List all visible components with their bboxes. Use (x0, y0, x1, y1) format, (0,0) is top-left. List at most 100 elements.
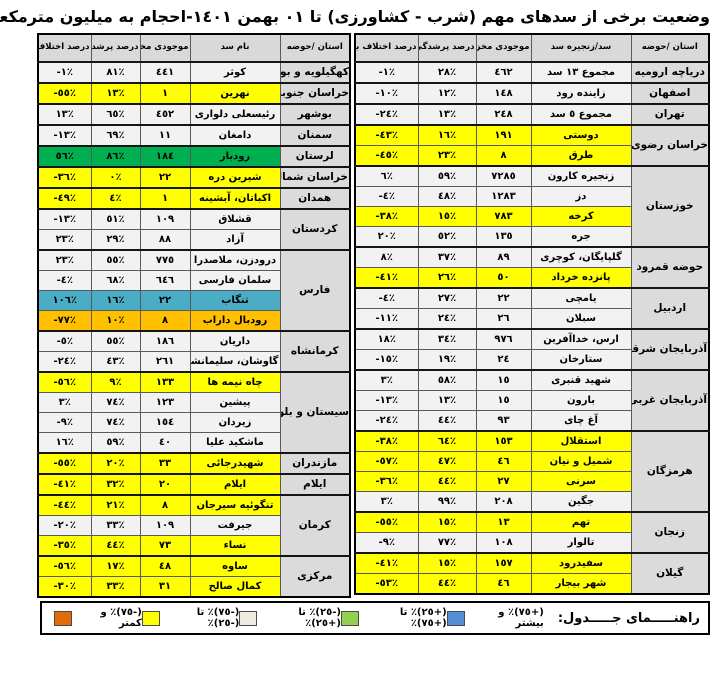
fill-percent-cell: ١٣٪ (417, 103, 477, 126)
fill-percent-cell: ٢٨٪ (417, 61, 477, 84)
diff-percent-cell: -١٠٪ (354, 82, 419, 105)
column-header: نام سد (189, 33, 281, 63)
dam-name-cell: رودبار (189, 145, 281, 168)
table-body: کهگیلویه و بویراحمدکوثر٤٤١٨١٪-١٪خراسان ج… (37, 61, 351, 598)
fill-percent-cell: ١٢٪ (417, 82, 477, 105)
dam-name-cell: شیرین دره (189, 166, 281, 189)
dam-name-cell: چاه نیمه ها (189, 371, 281, 393)
diff-percent-cell: -٥٥٪ (37, 82, 92, 105)
diff-percent-cell: -٤١٪ (354, 267, 419, 289)
diff-percent-cell: -٣٥٪ (37, 535, 92, 557)
dam-row: گاوشان، سلیمانشاه ٢٦١ ٤٣٪ -٢٤٪ (37, 351, 350, 373)
reservoir-stock-cell: ١١ (139, 124, 191, 147)
legend-swatch-blue (446, 610, 465, 626)
legend-items: (+٧٥)٪ و بیشتر (+٢٥)٪ تا (+٧٥)٪ (-٢٥)٪ تا … (50, 607, 558, 629)
reservoir-stock-cell: ٤٦ (475, 451, 532, 472)
province-cell: لرستان (279, 145, 351, 168)
dam-name-cell: تهم (530, 511, 632, 533)
reservoir-stock-cell: ١٥٤ (139, 412, 191, 433)
legend-item-white: (-٢٥)٪ تا (+٢٥)٪ (239, 607, 341, 629)
province-cell: هرمزگان (630, 430, 710, 513)
diff-percent-cell: -٥٦٪ (37, 555, 92, 577)
dam-row: نساء ٧٣ ٤٤٪ -٣٥٪ (37, 535, 350, 557)
diff-percent-cell: ١٨٪ (354, 328, 419, 350)
reservoir-stock-cell: ٣١ (139, 576, 191, 598)
fill-percent-cell: ٤٪ (90, 187, 141, 210)
dam-name-cell: دوستی (530, 124, 632, 146)
reservoir-stock-cell: ٨ (139, 310, 191, 332)
fill-percent-cell: ١٦٪ (90, 290, 141, 311)
dam-row: کردستان قشلاق ١٠٩ ٥١٪ -١٣٪ (37, 208, 351, 251)
fill-percent-cell: ١٥٪ (417, 552, 477, 574)
diff-percent-cell: -١٪ (37, 61, 92, 84)
dam-row: ایلام ایلام ٢٠ ٣٢٪ -٤١٪ (37, 473, 351, 496)
fill-percent-cell: ٨٦٪ (90, 145, 141, 168)
diff-percent-cell: ٢٠٪ (354, 226, 419, 248)
fill-percent-cell: ٢٤٪ (417, 308, 477, 330)
dam-row: آزاد ٨٨ ٢٩٪ ٢٣٪ (37, 229, 350, 251)
dam-row: مازندران شهیدرجائی ٣٣ ٢٠٪ -٥٥٪ (37, 452, 351, 475)
diff-percent-cell: -٤٪ (354, 186, 419, 207)
dam-name-cell: دامغان (189, 124, 281, 147)
reservoir-stock-cell: ١٨٦ (139, 330, 191, 352)
legend-item-label: (-٢٥)٪ تا (+٢٥)٪ (298, 607, 341, 629)
reservoir-stock-cell: ٢٠٨ (475, 491, 532, 513)
dam-row: فارس درودزن، ملاصدرا ٧٧٥ ٥٥٪ ٢٣٪ (37, 249, 351, 332)
reservoir-stock-cell: ١٥ (475, 369, 532, 391)
fill-percent-cell: ٥٢٪ (417, 226, 477, 248)
province-cell: آذربایجان شرقی (630, 328, 710, 371)
dam-name-cell: آغ چای (530, 410, 632, 432)
dam-name-cell: جیرفت (189, 515, 281, 536)
legend-swatch-green (340, 610, 359, 626)
fill-percent-cell: ٣٤٪ (417, 328, 477, 350)
dam-row: جره ١٣٥ ٥٢٪ ٢٠٪ (354, 226, 709, 248)
dam-row: کرمانشاه داریان ١٨٦ ٥٥٪ -٥٪ (37, 330, 351, 373)
dam-name-cell: شهید قنبری (530, 369, 632, 391)
diff-percent-cell: -٢٠٪ (37, 515, 92, 536)
legend-item-blue: (+٧٥)٪ و بیشتر (446, 607, 544, 629)
province-cell: آذربایجان غربی (630, 369, 710, 432)
reservoir-stock-cell: ٥٠ (475, 267, 532, 289)
dam-row: جیرفت ١٠٩ ٣٣٪ -٢٠٪ (37, 515, 350, 536)
province-cell: خراسان رضوی (630, 124, 710, 167)
dam-name-cell: کرخه (530, 206, 632, 227)
reservoir-stock-cell: ١٩١ (475, 124, 532, 146)
fill-percent-cell: ١٣٪ (417, 390, 477, 411)
province-cell: خراسان شمالی (279, 166, 351, 189)
dam-row: کهگیلویه و بویراحمدکوثر٤٤١٨١٪-١٪ (37, 61, 351, 84)
diff-percent-cell: ٢٣٪ (37, 249, 92, 271)
dam-row: اصفهان زاینده رود ١٤٨ ١٢٪ -١٠٪ (354, 82, 710, 105)
reservoir-stock-cell: ٤٥٢ (139, 103, 191, 126)
fill-percent-cell: ٣٢٪ (90, 473, 141, 496)
dam-row: کرمان تنگوئیه سیرجان ٨ ٢١٪ -٤٤٪ (37, 494, 351, 557)
dam-name-cell: ستارخان (530, 349, 632, 371)
fill-percent-cell: ٩٪ (90, 371, 141, 393)
dam-name-cell: گاوشان، سلیمانشاه (189, 351, 281, 373)
dam-name-cell: تالوار (530, 532, 632, 554)
diff-percent-cell: -٢٤٪ (354, 410, 419, 432)
dam-row: آذربایجان غربی شهید قنبری ١٥ ٥٨٪ ٣٪ (354, 369, 710, 432)
reservoir-stock-cell: ٦٤٦ (139, 270, 191, 291)
dam-name-cell: کوثر (189, 61, 281, 84)
dam-row: اردبیل یامچی ٢٢ ٢٧٪ -٤٪ (354, 287, 710, 330)
diff-percent-cell: ٣٪ (354, 369, 419, 391)
province-cell: بوشهر (279, 103, 351, 126)
diff-percent-cell: -٩٪ (354, 532, 419, 554)
dam-row: هرمزگان استقلال ١٥٣ ٦٤٪ -٣٨٪ (354, 430, 710, 513)
dam-row: آغ چای ٩٣ ٤٤٪ -٢٤٪ (354, 410, 709, 432)
reservoir-stock-cell: ١٣ (475, 511, 532, 533)
reservoir-stock-cell: ٤٤١ (139, 61, 191, 84)
province-cell: ایلام (279, 473, 351, 496)
dam-name-cell: ارس، خداآفرین (530, 328, 632, 350)
reservoir-stock-cell: ١٤٨ (475, 82, 532, 105)
fill-percent-cell: ٥١٪ (90, 208, 141, 230)
province-cell: اصفهان (630, 82, 710, 105)
fill-percent-cell: ٥٩٪ (90, 432, 141, 454)
diff-percent-cell: -٥٣٪ (354, 573, 419, 595)
reservoir-stock-cell: ٢٢ (475, 287, 532, 309)
dam-row: سرنی ٢٧ ٤٤٪ -٣٦٪ (354, 471, 709, 492)
fill-percent-cell: ٣٣٪ (90, 576, 141, 598)
column-header: موجودی مخزن (475, 33, 532, 63)
